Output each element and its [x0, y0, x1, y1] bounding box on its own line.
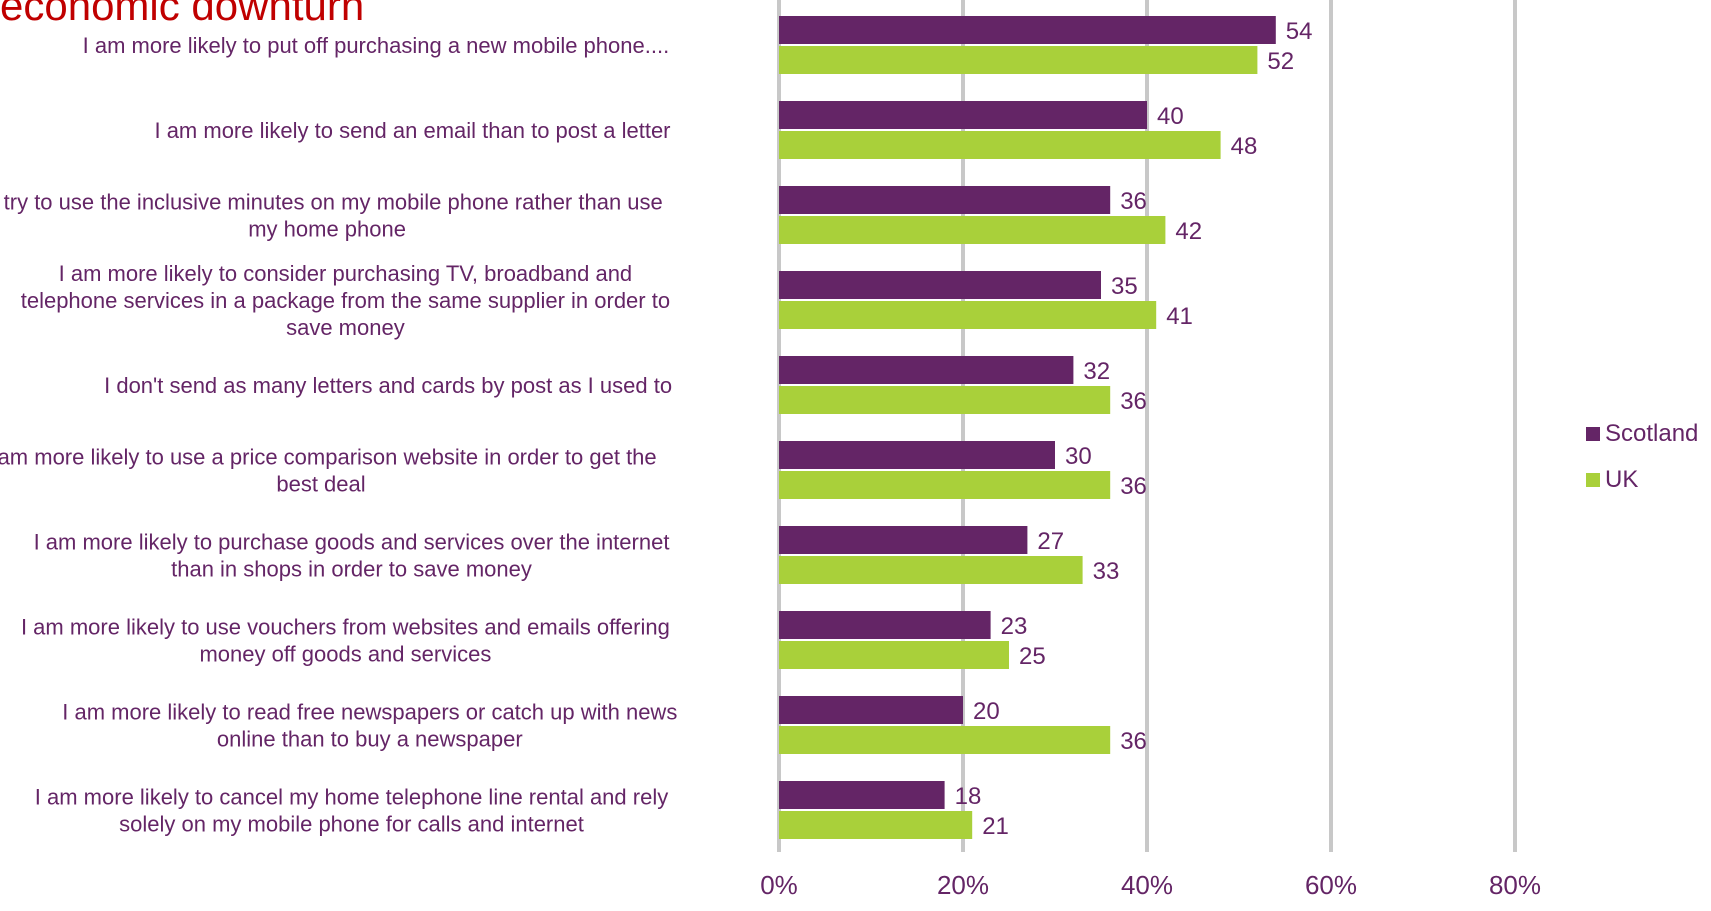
data-label: 35 — [1111, 273, 1138, 300]
data-label: 30 — [1065, 443, 1092, 470]
x-tick-label: 40% — [1121, 870, 1173, 900]
x-tick-label: 60% — [1305, 870, 1357, 900]
data-label: 32 — [1083, 358, 1110, 385]
category-label: telephone services in a package from the… — [21, 288, 670, 313]
bar-scotland — [779, 271, 1101, 299]
data-label: 40 — [1157, 103, 1184, 130]
bar-scotland — [779, 611, 991, 639]
data-label: 18 — [955, 783, 982, 810]
bar-scotland — [779, 781, 945, 809]
category-label: solely on my mobile phone for calls and … — [119, 812, 584, 837]
bar-uk — [779, 131, 1221, 159]
category-label: online than to buy a newspaper — [217, 727, 523, 752]
data-label: 25 — [1019, 643, 1046, 670]
bar-uk — [779, 471, 1111, 499]
data-label: 36 — [1120, 188, 1147, 215]
category-label: best deal — [276, 472, 365, 497]
bar-uk — [779, 726, 1111, 754]
data-label: 48 — [1231, 133, 1258, 160]
category-label: I am more likely to cancel my home telep… — [35, 785, 668, 810]
data-label: 20 — [973, 698, 1000, 725]
bar-uk — [779, 556, 1083, 584]
data-label: 27 — [1037, 528, 1064, 555]
data-label: 36 — [1120, 728, 1147, 755]
category-label: I am more likely to use a price comparis… — [0, 445, 657, 470]
category-label: I am more likely to send an email than t… — [154, 118, 670, 143]
data-label: 36 — [1120, 388, 1147, 415]
data-label: 41 — [1166, 303, 1193, 330]
data-label: 33 — [1093, 558, 1120, 585]
data-label: 23 — [1001, 613, 1028, 640]
bar-uk — [779, 811, 973, 839]
bar-scotland — [779, 16, 1276, 44]
category-label: my home phone — [248, 217, 406, 242]
category-label: I am more likely to purchase goods and s… — [34, 530, 670, 555]
bar-uk — [779, 386, 1111, 414]
data-label: 42 — [1175, 218, 1202, 245]
x-tick-label: 80% — [1489, 870, 1541, 900]
bar-scotland — [779, 356, 1074, 384]
legend-swatch-uk — [1586, 473, 1600, 487]
legend-swatch-scotland — [1586, 427, 1600, 441]
bar-scotland — [779, 526, 1028, 554]
category-label: I am more likely to consider purchasing … — [59, 261, 633, 286]
data-label: 21 — [982, 813, 1009, 840]
chart-title: economic downturn — [0, 0, 364, 29]
data-label: 54 — [1286, 18, 1313, 45]
category-label: save money — [286, 315, 405, 340]
data-label: 52 — [1267, 48, 1294, 75]
legend-label-scotland: Scotland — [1605, 420, 1698, 447]
bar-scotland — [779, 101, 1147, 129]
category-label: I am more likely to read free newspapers… — [62, 700, 677, 725]
data-label: 36 — [1120, 473, 1147, 500]
bar-uk — [779, 216, 1166, 244]
category-label: money off goods and services — [199, 642, 491, 667]
bar-scotland — [779, 186, 1111, 214]
bar-uk — [779, 301, 1157, 329]
bar-scotland — [779, 696, 963, 724]
bar-scotland — [779, 441, 1055, 469]
category-label: I am more likely to put off purchasing a… — [83, 33, 670, 58]
legend-label-uk: UK — [1605, 466, 1638, 493]
bar-uk — [779, 46, 1258, 74]
category-label: than in shops in order to save money — [171, 557, 532, 582]
category-label: I try to use the inclusive minutes on my… — [0, 190, 663, 215]
category-label: I don't send as many letters and cards b… — [104, 373, 672, 398]
bar-uk — [779, 641, 1009, 669]
x-tick-label: 0% — [760, 870, 798, 900]
x-tick-label: 20% — [937, 870, 989, 900]
category-label: I am more likely to use vouchers from we… — [21, 615, 670, 640]
